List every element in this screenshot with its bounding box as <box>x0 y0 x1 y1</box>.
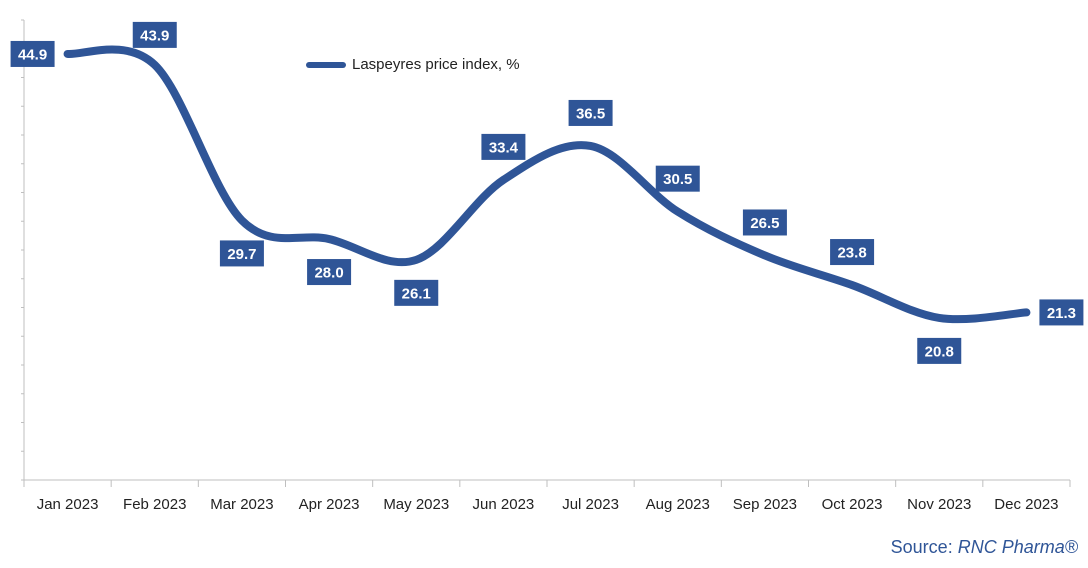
chart-legend: Laspeyres price index, % <box>306 56 520 73</box>
x-tick-label: Dec 2023 <box>994 496 1058 513</box>
data-label-box <box>132 21 177 48</box>
data-label: 26.5 <box>750 215 779 232</box>
legend-swatch <box>306 61 346 68</box>
data-label-box <box>10 40 55 67</box>
x-tick-label: Apr 2023 <box>299 496 360 513</box>
source-prefix: Source: <box>890 537 958 557</box>
x-tick-label: Nov 2023 <box>907 496 971 513</box>
x-tick-label: May 2023 <box>383 496 449 513</box>
data-label: 33.4 <box>489 139 519 156</box>
data-label-box <box>830 239 875 266</box>
x-tick-label: Jul 2023 <box>562 496 619 513</box>
data-label: 28.0 <box>314 265 343 282</box>
data-label-box <box>917 337 962 364</box>
x-tick-label: Mar 2023 <box>210 496 273 513</box>
data-label: 30.5 <box>663 171 692 188</box>
x-tick-label: Jun 2023 <box>473 496 535 513</box>
source-note: Source: RNC Pharma® <box>891 537 1078 558</box>
x-tick-label: Sep 2023 <box>733 496 797 513</box>
legend-label: Laspeyres price index, % <box>352 56 520 73</box>
data-label-box <box>481 133 526 160</box>
series-line <box>63 45 1031 324</box>
data-label: 23.8 <box>837 245 866 262</box>
data-label-box <box>742 209 787 236</box>
data-label-box <box>394 279 439 306</box>
data-label: 29.7 <box>227 246 256 263</box>
data-label: 26.1 <box>402 285 431 302</box>
x-tick-label: Oct 2023 <box>822 496 883 513</box>
data-label-box <box>1039 299 1084 326</box>
data-label: 21.3 <box>1047 305 1076 322</box>
x-tick-label: Jan 2023 <box>37 496 99 513</box>
data-label: 36.5 <box>576 105 605 122</box>
x-tick-label: Aug 2023 <box>646 496 710 513</box>
data-label-box <box>219 240 264 267</box>
data-label-box <box>568 99 613 126</box>
data-label: 43.9 <box>140 27 169 44</box>
data-label: 20.8 <box>925 343 954 360</box>
data-label-box <box>307 259 352 286</box>
source-name: RNC Pharma® <box>957 537 1078 557</box>
data-label-box <box>655 165 700 192</box>
x-tick-label: Feb 2023 <box>123 496 186 513</box>
data-label: 44.9 <box>18 46 47 63</box>
